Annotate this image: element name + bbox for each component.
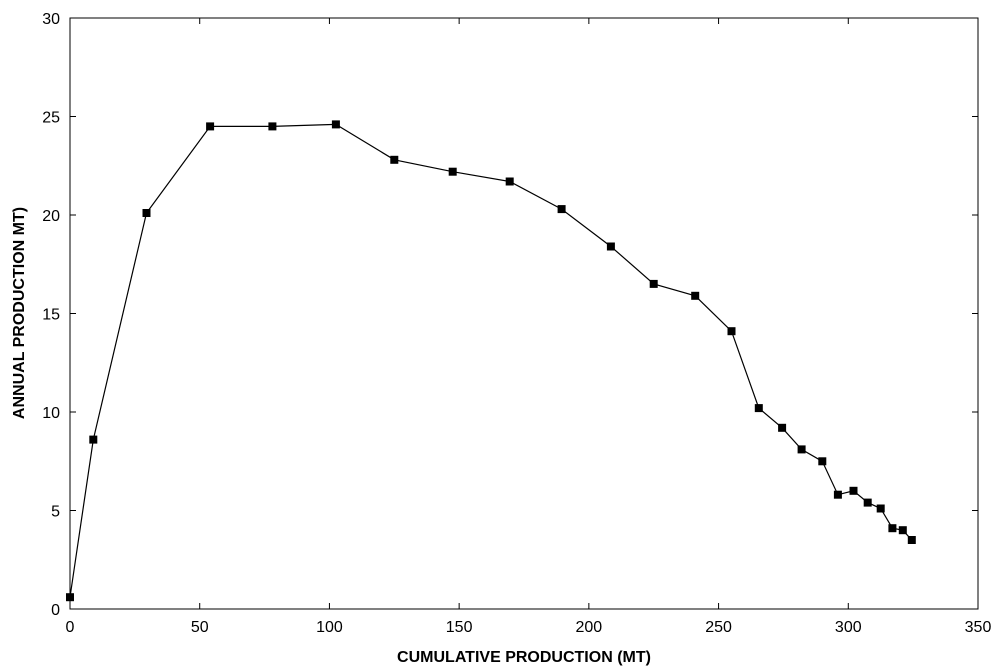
data-point-marker xyxy=(797,445,806,454)
data-point-marker xyxy=(448,167,457,176)
data-point-marker xyxy=(331,120,340,129)
data-point-marker xyxy=(268,122,277,131)
x-tick-label: 100 xyxy=(316,619,343,636)
data-point-marker xyxy=(206,122,215,131)
data-point-marker xyxy=(876,504,885,513)
data-point-marker xyxy=(606,242,615,251)
data-point-marker xyxy=(142,209,151,217)
x-tick-label: 250 xyxy=(705,619,732,636)
y-axis-ticks: 0 5 10 15 20 25 30 xyxy=(42,11,978,619)
data-point-marker xyxy=(557,205,566,214)
data-point-marker xyxy=(888,524,897,533)
x-tick-label: 200 xyxy=(576,619,603,636)
data-point-marker xyxy=(818,457,827,466)
data-point-marker xyxy=(505,177,514,186)
x-tick-label: 50 xyxy=(191,619,209,636)
data-point-marker xyxy=(649,279,658,288)
y-tick-label: 15 xyxy=(42,307,60,324)
x-tick-label: 150 xyxy=(446,619,473,636)
y-axis-title: ANNUAL PRODUCTION MT) xyxy=(11,207,28,419)
x-tick-label: 350 xyxy=(965,619,992,636)
data-points xyxy=(66,120,916,602)
y-tick-label: 25 xyxy=(42,110,60,127)
data-point-marker xyxy=(778,423,787,432)
data-point-marker xyxy=(390,155,399,164)
y-tick-label: 10 xyxy=(42,405,60,422)
x-tick-label: 300 xyxy=(835,619,862,636)
data-point-marker xyxy=(863,498,872,507)
x-axis-title: CUMULATIVE PRODUCTION (MT) xyxy=(397,649,651,666)
y-tick-label: 0 xyxy=(51,602,60,619)
data-point-marker xyxy=(754,404,763,413)
data-point-marker xyxy=(89,435,98,444)
data-point-marker xyxy=(849,486,858,495)
data-point-marker xyxy=(898,526,907,535)
data-point-marker xyxy=(833,490,842,499)
plot-area-frame xyxy=(69,17,979,610)
series-line xyxy=(69,123,913,598)
y-tick-label: 30 xyxy=(42,11,60,28)
y-tick-label: 5 xyxy=(51,504,60,521)
data-point-marker xyxy=(907,536,916,544)
y-tick-label: 20 xyxy=(42,208,60,225)
data-point-marker xyxy=(691,291,700,300)
data-point-marker xyxy=(66,593,74,602)
x-tick-label: 0 xyxy=(66,619,75,636)
data-point-marker xyxy=(727,327,736,336)
x-axis-ticks: 0 50 100 150 200 250 300 350 xyxy=(66,18,992,636)
